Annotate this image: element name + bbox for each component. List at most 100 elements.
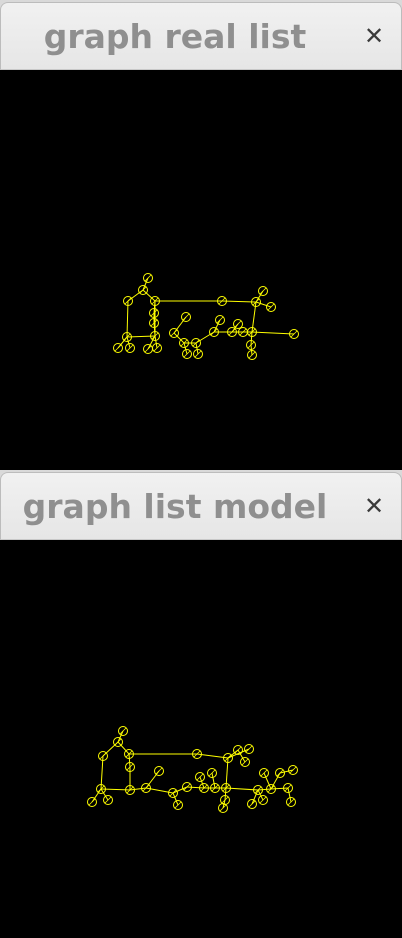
close-icon[interactable]: ✕ [363, 492, 385, 520]
graph-node [143, 273, 153, 283]
graph-edge [153, 300, 156, 314]
graph-node [221, 783, 231, 793]
graph-node-mark [248, 800, 256, 808]
graph-node-mark [124, 297, 132, 305]
graph-edge [221, 300, 257, 303]
graph-node [173, 800, 183, 810]
graph-node-mark [183, 350, 191, 358]
graph-node [289, 329, 299, 339]
graph-node [266, 302, 276, 312]
graph-edge [257, 789, 264, 801]
graph-node-mark [259, 287, 267, 295]
graph-node [246, 340, 256, 350]
graph-node-mark [125, 750, 133, 758]
graph-node-mark [208, 769, 216, 777]
graph-edge [225, 787, 259, 791]
graph-node [259, 768, 269, 778]
graph-edge [251, 789, 259, 805]
graph-edge [100, 755, 104, 790]
graph-edge [126, 336, 131, 349]
graph-node-mark [104, 796, 112, 804]
graph-node-mark [210, 328, 218, 336]
graph-node [207, 768, 217, 778]
graph-node-mark [126, 344, 134, 352]
graph-edge [172, 786, 188, 794]
graph-edge [129, 787, 147, 791]
graph-edge [183, 342, 188, 355]
graph-node-mark [144, 274, 152, 282]
graph-node-mark [97, 785, 105, 793]
graph-edge [172, 792, 179, 806]
graph-edge [195, 342, 199, 355]
graph-node [87, 797, 97, 807]
graph-node [195, 772, 205, 782]
window-graph-list-model: graph list model ✕ [0, 472, 402, 938]
graph-node [141, 783, 151, 793]
graph-node-mark [222, 784, 230, 792]
graph-edge [145, 770, 160, 789]
graph-node [288, 765, 298, 775]
graph-node-mark [259, 796, 267, 804]
graph-node-mark [224, 754, 232, 762]
graph-node-mark [211, 784, 219, 792]
graph-node-mark [170, 329, 178, 337]
graph-edge [250, 331, 253, 346]
graph-node-mark [169, 789, 177, 797]
graph-node-mark [192, 339, 200, 347]
graph-node [169, 328, 179, 338]
graph-node [247, 799, 257, 809]
graph-node [266, 784, 276, 794]
graph-edge [100, 788, 109, 801]
graph-edge [213, 319, 221, 333]
graph-node-mark [287, 798, 295, 806]
graph-node-mark [284, 784, 292, 792]
graph-node [218, 803, 228, 813]
graph-node-mark [150, 319, 158, 327]
graph-canvas [0, 540, 402, 938]
titlebar[interactable]: graph real list ✕ [0, 2, 402, 70]
graph-edge [237, 749, 246, 763]
graph-node-mark [221, 796, 229, 804]
graph-node-mark [241, 758, 249, 766]
graph-edge [211, 772, 216, 789]
graph-node-mark [151, 297, 159, 305]
graph-node [191, 338, 201, 348]
graph-node-mark [139, 286, 147, 294]
graph-node [244, 744, 254, 754]
graph-node [233, 319, 243, 329]
graph-node [125, 762, 135, 772]
graph-node [209, 327, 219, 337]
graph-node-mark [239, 328, 247, 336]
graph-node-mark [216, 316, 224, 324]
graph-node [154, 766, 164, 776]
graph-edge [287, 787, 292, 803]
graph-node-mark [144, 345, 152, 353]
graph-node [149, 308, 159, 318]
graph-node-mark [151, 332, 159, 340]
graph-node [227, 327, 237, 337]
close-icon[interactable]: ✕ [363, 22, 385, 50]
graph-node-mark [248, 328, 256, 336]
titlebar[interactable]: graph list model ✕ [0, 472, 402, 540]
graph-node-mark [183, 783, 191, 791]
graph-node [233, 745, 243, 755]
graph-edge [224, 787, 227, 801]
graph-node-mark [193, 750, 201, 758]
graph-node [240, 757, 250, 767]
graph-node [125, 785, 135, 795]
graph-node-mark [194, 350, 202, 358]
graph-node-mark [200, 784, 208, 792]
graph-edge [186, 786, 205, 789]
graph-node [210, 783, 220, 793]
graph-edge [195, 331, 215, 344]
graph-drawing [113, 273, 299, 360]
graph-node-mark [196, 773, 204, 781]
window-graph-real-list: graph real list ✕ [0, 2, 402, 470]
graph-node-mark [119, 727, 127, 735]
graph-node-mark [219, 804, 227, 812]
graph-node [283, 783, 293, 793]
graph-node [122, 332, 132, 342]
graph-edge [142, 289, 156, 302]
graph-node [199, 783, 209, 793]
graph-node [286, 797, 296, 807]
